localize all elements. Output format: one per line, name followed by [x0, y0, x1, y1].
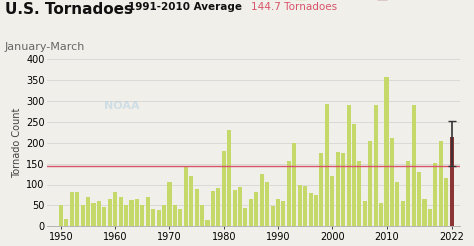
Bar: [282, 201, 285, 226]
Bar: [189, 176, 193, 226]
Bar: [368, 140, 372, 226]
Bar: [146, 197, 150, 226]
Bar: [195, 189, 199, 226]
Bar: [428, 209, 432, 226]
Bar: [200, 205, 204, 226]
Bar: [401, 201, 405, 226]
Bar: [390, 138, 394, 226]
Bar: [124, 205, 128, 226]
Bar: [346, 105, 351, 226]
Bar: [140, 205, 145, 226]
Bar: [70, 192, 74, 226]
Bar: [151, 209, 155, 226]
Bar: [64, 219, 68, 226]
Bar: [379, 203, 383, 226]
Bar: [265, 183, 269, 226]
Bar: [374, 105, 378, 226]
Bar: [97, 201, 101, 226]
Bar: [108, 199, 112, 226]
Bar: [271, 206, 274, 226]
Bar: [417, 172, 421, 226]
Bar: [395, 183, 400, 226]
Bar: [162, 205, 166, 226]
Bar: [341, 153, 345, 226]
Bar: [205, 220, 210, 226]
Bar: [411, 105, 416, 226]
Bar: [227, 130, 231, 226]
Bar: [422, 199, 427, 226]
Bar: [184, 166, 188, 226]
Text: January-March: January-March: [5, 42, 85, 52]
Bar: [91, 203, 96, 226]
Bar: [211, 191, 215, 226]
Bar: [113, 192, 117, 226]
Bar: [238, 187, 242, 226]
Bar: [254, 192, 258, 226]
Bar: [363, 201, 367, 226]
Bar: [287, 161, 291, 226]
Text: 144.7 Tornadoes: 144.7 Tornadoes: [251, 2, 337, 13]
Bar: [292, 143, 296, 226]
Bar: [450, 137, 454, 226]
Bar: [384, 77, 389, 226]
Bar: [216, 188, 220, 226]
Bar: [59, 205, 63, 226]
Bar: [325, 104, 329, 226]
Bar: [444, 178, 448, 226]
Bar: [260, 174, 264, 226]
Y-axis label: Tornado Count: Tornado Count: [12, 108, 22, 178]
Bar: [81, 205, 85, 226]
Text: 1991-2010 Average: 1991-2010 Average: [128, 2, 242, 13]
Text: U.S. Tornadoes: U.S. Tornadoes: [5, 2, 133, 17]
Bar: [439, 140, 443, 226]
Bar: [433, 163, 438, 226]
Bar: [86, 197, 90, 226]
Bar: [336, 152, 340, 226]
Bar: [118, 197, 123, 226]
Bar: [249, 199, 253, 226]
Bar: [309, 193, 312, 226]
Text: NOAA: NOAA: [104, 101, 139, 111]
Bar: [352, 124, 356, 226]
Bar: [233, 189, 237, 226]
Bar: [173, 205, 177, 226]
Bar: [406, 161, 410, 226]
Bar: [244, 208, 247, 226]
Bar: [357, 161, 362, 226]
Bar: [330, 176, 334, 226]
Bar: [135, 199, 139, 226]
Bar: [303, 186, 307, 226]
Bar: [319, 153, 323, 226]
Bar: [75, 192, 79, 226]
Bar: [222, 151, 226, 226]
Bar: [156, 210, 161, 226]
Legend: Final Count, Preliminary: Final Count, Preliminary: [291, 0, 455, 4]
Bar: [298, 184, 302, 226]
Bar: [178, 209, 182, 226]
Bar: [276, 199, 280, 226]
Bar: [129, 200, 134, 226]
Bar: [102, 207, 106, 226]
Bar: [167, 183, 172, 226]
Bar: [314, 195, 318, 226]
